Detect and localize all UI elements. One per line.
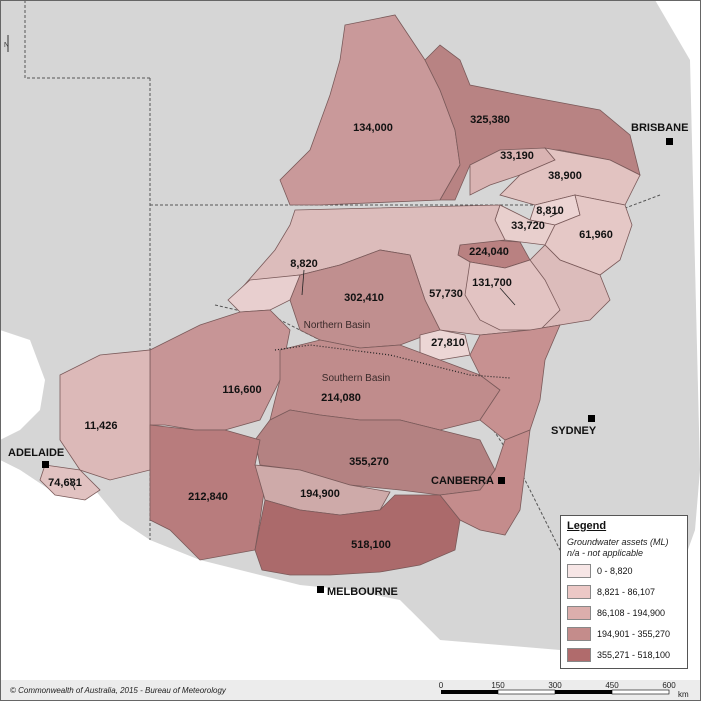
city-label-adelaide: ADELAIDE (8, 447, 64, 459)
region-label-r20: 194,900 (300, 488, 340, 500)
region-r18[interactable] (39, 464, 101, 501)
city-markers: BRISBANE SYDNEY CANBERRA ADELAIDE MELBOU… (8, 122, 688, 598)
scale-tick-4: 600 (662, 681, 676, 690)
legend-item-label: 355,271 - 518,100 (597, 650, 671, 660)
city-marker-canberra (498, 477, 505, 484)
region-r16[interactable] (59, 349, 151, 481)
basin-label-northern: Northern Basin (304, 320, 371, 331)
scale-tick-0: 0 (439, 681, 444, 690)
legend: Legend Groundwater assets (ML) n/a - not… (560, 515, 688, 669)
city-label-canberra: CANBERRA (431, 475, 494, 487)
basin-label-southern: Southern Basin (322, 373, 390, 384)
north-arrow: N (4, 35, 9, 52)
region-label-r18: 74,681 (48, 477, 82, 489)
region-value-labels: 134,000 325,380 33,190 38,900 8,810 33,7… (48, 114, 613, 551)
city-label-sydney: SYDNEY (551, 425, 597, 437)
region-label-r14: 116,600 (222, 384, 261, 396)
basin-regions (39, 14, 641, 576)
region-label-r6: 33,720 (511, 220, 545, 232)
region-r21[interactable] (254, 494, 461, 576)
scale-tick-1: 150 (491, 681, 505, 690)
coastline-east (620, 60, 701, 701)
legend-swatch (567, 585, 591, 599)
region-label-r16: 11,426 (84, 420, 117, 432)
region-label-r8: 224,040 (469, 246, 509, 258)
city-marker-brisbane (666, 138, 673, 145)
footer-bar (0, 680, 701, 701)
legend-subtitle: Groundwater assets (ML) (567, 537, 669, 547)
coastline-south (0, 460, 470, 700)
region-label-r12: 131,700 (472, 277, 512, 289)
scale-tick-2: 300 (548, 681, 562, 690)
scale-unit: km (678, 690, 689, 699)
region-r14[interactable] (149, 309, 291, 431)
legend-item: 355,271 - 518,100 (567, 646, 681, 664)
legend-item-label: 8,821 - 86,107 (597, 587, 656, 597)
state-border-nt (24, 0, 150, 79)
region-label-r3: 33,190 (500, 150, 534, 162)
city-label-brisbane: BRISBANE (631, 122, 688, 134)
gulf-water (0, 330, 45, 440)
legend-swatch (567, 564, 591, 578)
legend-item-label: 0 - 8,820 (597, 566, 633, 576)
region-label-r5: 8,810 (536, 205, 564, 217)
region-label-r19: 212,840 (188, 491, 228, 503)
legend-swatch (567, 606, 591, 620)
region-label-r4: 38,900 (548, 170, 582, 182)
region-r19[interactable] (149, 424, 266, 561)
region-label-r9: 8,820 (290, 258, 318, 270)
scale-tick-3: 450 (605, 681, 619, 690)
region-label-r2: 325,380 (470, 114, 510, 126)
state-border-vic (214, 304, 601, 576)
port-phillip-bay (300, 598, 325, 622)
region-label-r10: 302,410 (344, 292, 384, 304)
basin-divider (274, 344, 511, 379)
legend-item-label: 86,108 - 194,900 (597, 608, 666, 618)
city-marker-melbourne (317, 586, 324, 593)
legend-item-label: 194,901 - 355,270 (597, 629, 671, 639)
region-label-r15: 214,080 (321, 392, 361, 404)
region-label-r1: 134,000 (353, 122, 393, 134)
region-label-r11: 57,730 (429, 288, 463, 300)
legend-item: 0 - 8,820 (567, 562, 681, 580)
region-label-r21: 518,100 (351, 539, 391, 551)
region-label-r17: 355,270 (349, 456, 389, 468)
legend-item: 194,901 - 355,270 (567, 625, 681, 643)
legend-swatch (567, 648, 591, 662)
region-label-r13: 27,810 (431, 337, 465, 349)
city-marker-adelaide (42, 461, 49, 468)
north-arrow-label: N (4, 42, 9, 49)
city-marker-sydney (588, 415, 595, 422)
leader-lines (69, 211, 561, 491)
legend-item: 86,108 - 194,900 (567, 604, 681, 622)
footer-credit: © Commonwealth of Australia, 2015 - Bure… (10, 686, 227, 695)
region-r22[interactable] (439, 429, 531, 536)
legend-swatch (567, 627, 591, 641)
legend-item: 8,821 - 86,107 (567, 583, 681, 601)
scale-bar: 0 150 300 450 600 km (439, 681, 689, 699)
region-label-r7: 61,960 (579, 229, 613, 241)
legend-title: Legend (567, 520, 607, 532)
city-label-melbourne: MELBOURNE (327, 586, 398, 598)
legend-note: n/a - not applicable (567, 548, 644, 558)
region-r12[interactable] (464, 259, 561, 331)
